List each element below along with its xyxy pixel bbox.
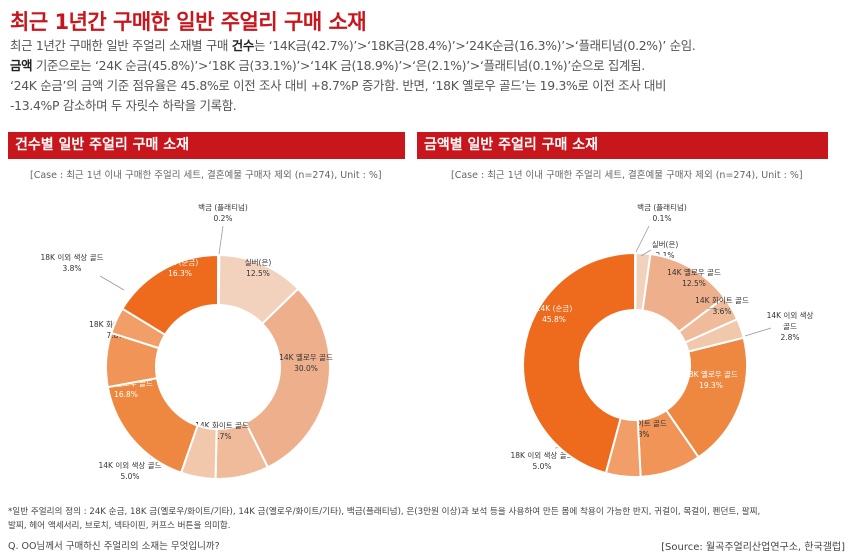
summary-line-4: -13.4%P 감소하며 두 자릿수 하락을 기록함. [10,98,237,113]
slice-label: 14K 옐로우 골드 [279,353,333,362]
slice-value-label: 2.1% [655,251,674,260]
slice-label: 백금 (플래티넘) [198,202,248,212]
leader-line [218,225,224,255]
left-case-note: [Case : 최근 1년 이내 구매한 주얼리 세트, 결혼예물 구매자 제외… [30,170,382,181]
slice-value-label: 16.8% [114,390,138,399]
donut-slice [522,251,636,475]
slice-value-label: 0.2% [213,214,232,223]
survey-question: Q. OO님께서 구매하신 주얼리의 소재는 무엇입니까? [8,541,220,552]
left-panel-header: 건수별 일반 주얼리 구매 소재 [8,132,405,159]
slice-value-label: 19.3% [699,381,723,390]
donut-chart-by-amount: 백금 (플래티넘) 0.1% 실버(은) 2.1% 14K 옐로우 골드 12.5% 14K… [510,202,814,478]
slice-label: 14K 화이트 골드 [695,295,749,305]
slice-label: 18K 이외 색상 골드 [40,252,103,262]
slice-label: 백금 (플래티넘) [637,202,687,212]
slice-label: 18K 화이트 골드 [613,418,667,428]
slice-label: 24K (순금) [536,304,573,313]
summary-line-3: ‘24K 순금’의 금액 기준 점유율은 45.8%로 이전 조사 대비 +8.… [10,78,667,93]
donut-slice [244,287,331,469]
leader-line [640,249,652,257]
slice-value-label: 3.8% [62,264,81,273]
donut-chart-by-count: 백금 (플래티넘) 0.2% 실버(은) 12.5% 14K 옐로우 골드 30.0% 14… [40,202,333,481]
slice-value-label: 5.0% [120,472,139,481]
slice-value-label: 45.8% [542,315,566,324]
summary-line-2: 금액 기준으로는 ‘24K 순금(45.8%)’>‘18K 금(33.1%)’>… [10,58,645,73]
slice-value-label: 12.5% [246,269,270,278]
slice-label: 14K 이외 색상 [767,310,814,320]
right-case-note: [Case : 최근 1년 이내 구매한 주얼리 세트, 결혼예물 구매자 제외… [451,170,803,181]
leader-line [744,327,772,337]
donut-slice [121,253,219,337]
footnote: *일반 주얼리의 정의 : 24K 순금, 18K 금(옐로우/화이트/기타),… [8,505,828,533]
summary-text: 최근 1년간 구매한 일반 주얼리 소재별 구매 건수는 ‘14K금(42.7%… [10,36,845,116]
slice-value-label: 8.8% [630,430,649,439]
slice-value-label: 0.1% [652,214,671,223]
slice-label: 14K 이외 색상 골드 [98,460,161,470]
slice-value-label: 30.0% [294,364,318,373]
page-title: 최근 1년간 구매한 일반 주얼리 구매 소재 [10,10,367,34]
source-credit: [Source: 월곡주얼리산업연구소, 한국갤럽] [661,542,845,553]
leader-line [99,275,125,291]
donut-slice [664,336,748,459]
leader-line [635,225,650,253]
slice-label: 실버(은) [652,239,679,249]
footnote-line-2: 발찌, 헤어 액세서리, 브로치, 넥타이핀, 커프스 버튼을 의미함. [8,521,231,531]
slice-value-label: 5.0% [532,462,551,471]
slice-value-label: 3.6% [712,307,731,316]
slice-label: 24K (순금) [162,258,199,267]
slice-value-label: 12.5% [682,279,706,288]
slice-label: 골드 [783,322,797,331]
slice-value-label: 2.8% [780,333,799,342]
slice-label: 14K 옐로우 골드 [667,268,721,277]
slice-label: 실버(은) [245,257,272,267]
leader-line [706,307,722,311]
summary-line-1: 최근 1년간 구매한 일반 주얼리 소재별 구매 건수는 ‘14K금(42.7%… [10,38,696,53]
slice-value-label: 7.8% [106,331,125,340]
right-panel-header: 금액별 일반 주얼리 구매 소재 [417,132,828,159]
slice-label: 18K 이외 색상 골드 [510,450,573,460]
slice-value-label: 16.3% [168,269,192,278]
slice-label: 14K 화이트 골드 [195,420,249,430]
slice-label: 18K 옐로우 골드 [684,370,738,379]
slice-value-label: 7.7% [212,432,231,441]
footnote-line-1: *일반 주얼리의 정의 : 24K 순금, 18K 금(옐로우/화이트/기타),… [8,507,761,517]
